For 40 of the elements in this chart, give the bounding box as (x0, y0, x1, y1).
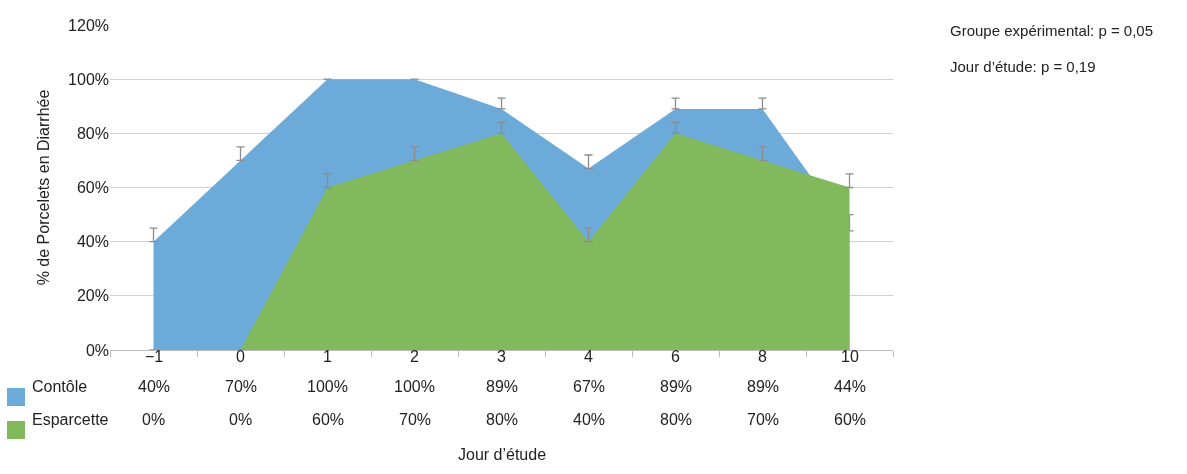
y-tick-label: 80% (76, 124, 109, 142)
data-label: 80% (486, 411, 519, 428)
data-label: 89% (486, 378, 519, 395)
data-label: 67% (573, 378, 606, 395)
x-tick-label: 8 (758, 348, 767, 365)
y-tick-label: 100% (68, 70, 109, 88)
data-label: 70% (225, 378, 258, 395)
y-tick-label: 40% (76, 233, 109, 251)
text: Jour d’étude: p = 0,19 (950, 58, 1096, 75)
data-label: 60% (312, 411, 345, 428)
x-tick-label: 0 (236, 348, 245, 365)
x-tick-label: 6 (671, 348, 680, 365)
data-label: 89% (747, 378, 780, 395)
x-tick-label: 10 (841, 348, 859, 365)
x-tick-label: 4 (584, 348, 593, 365)
y-tick-label: 20% (76, 287, 109, 305)
x-tick-label: 1 (323, 348, 332, 365)
data-label: 44% (834, 378, 867, 395)
y-tick-label: 0% (85, 341, 109, 359)
data-label: 60% (834, 411, 867, 428)
data-label: 0% (229, 411, 253, 428)
data-label: 0% (142, 411, 166, 428)
y-tick-label: 120% (68, 16, 109, 34)
legend-label: Contôle (32, 378, 88, 395)
x-tick-label: 3 (497, 348, 506, 365)
data-label: 89% (660, 378, 693, 395)
legend-label: Esparcette (32, 411, 109, 428)
y-axis-title: % de Porcelets en Diarrhée (34, 89, 52, 286)
x-tick-label: −1 (145, 348, 164, 365)
x-tick-label: 2 (410, 348, 419, 365)
data-label: 40% (573, 411, 606, 428)
data-label: 100% (394, 378, 435, 395)
text: Jour d’étude (458, 446, 547, 463)
text: Groupe expérimental: p = 0,05 (950, 22, 1154, 39)
data-label: 70% (747, 411, 780, 428)
data-label: 100% (307, 378, 348, 395)
y-tick-label: 60% (76, 179, 109, 197)
data-label: 80% (660, 411, 693, 428)
data-label: 40% (138, 378, 171, 395)
data-label: 70% (399, 411, 432, 428)
